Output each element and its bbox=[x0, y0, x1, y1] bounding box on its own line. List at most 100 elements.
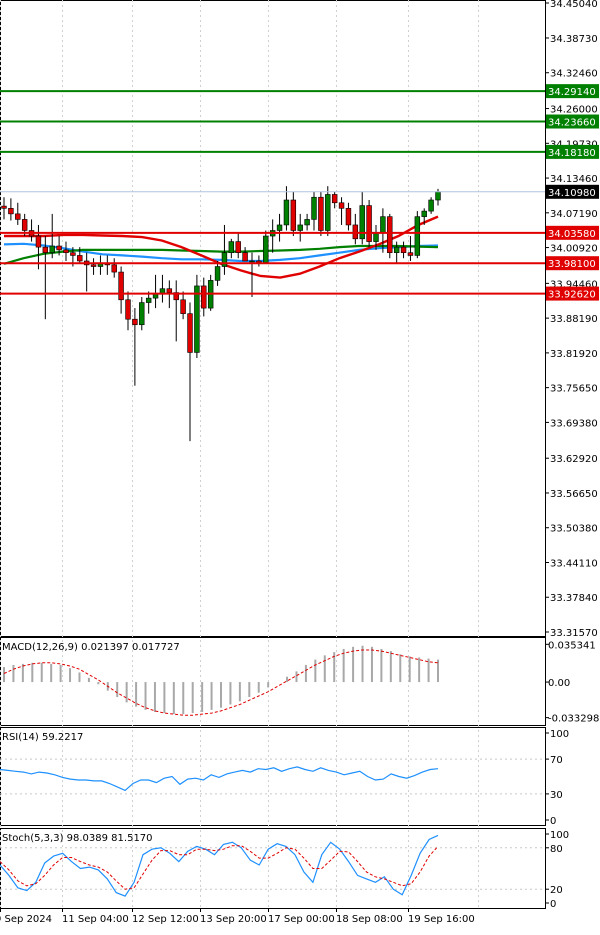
price-tick-label: 34.26000 bbox=[550, 105, 598, 116]
candle-body bbox=[331, 194, 338, 204]
price-tick-label: 33.62920 bbox=[550, 454, 598, 465]
candle-body bbox=[380, 216, 386, 234]
candle-body bbox=[132, 318, 138, 326]
ma-green-line bbox=[3, 244, 439, 265]
x-axis-label: 19 Sep 16:00 bbox=[408, 914, 475, 925]
stoch-tick-label: 0 bbox=[550, 899, 556, 910]
stoch-k-line bbox=[0, 834, 439, 897]
level-price-tag bbox=[546, 114, 599, 129]
candle-body bbox=[304, 219, 310, 226]
price-tick-label: 34.32460 bbox=[550, 69, 598, 80]
level-price-tag bbox=[546, 286, 599, 301]
price-tick-label: 33.31570 bbox=[550, 628, 598, 639]
candle-body bbox=[214, 266, 221, 281]
rsi-tick-label: 30 bbox=[550, 790, 563, 801]
candle-body bbox=[201, 285, 207, 309]
rsi-tick-label: 100 bbox=[550, 729, 569, 740]
macd-tick-label: 0.00 bbox=[548, 678, 570, 689]
price-tick-label: 33.88190 bbox=[550, 314, 598, 325]
level-price-tag bbox=[546, 84, 599, 99]
rsi-tick-label: 0 bbox=[550, 816, 556, 827]
macd-tick-label: 0.035341 bbox=[548, 640, 596, 651]
rsi-title: RSI(14) 59.2217 bbox=[2, 732, 83, 743]
candle-body bbox=[263, 235, 269, 263]
stoch-tick-label: 80 bbox=[550, 844, 563, 855]
candle-body bbox=[180, 299, 186, 314]
stoch-tick-label: 100 bbox=[550, 830, 569, 841]
level-price-label: 34.03580 bbox=[548, 229, 596, 240]
candle-body bbox=[318, 196, 324, 231]
candle-body bbox=[414, 216, 421, 256]
candle-body bbox=[111, 264, 117, 273]
candle-body bbox=[276, 224, 283, 231]
candle-body bbox=[311, 196, 317, 220]
current-price-tag bbox=[546, 184, 599, 199]
price-tick-label: 34.00920 bbox=[550, 244, 598, 255]
candle-body bbox=[407, 252, 414, 256]
current-price-label: 34.10980 bbox=[548, 188, 596, 199]
candle-body bbox=[139, 302, 145, 326]
candle-body bbox=[1, 205, 7, 209]
candle-body bbox=[125, 299, 131, 320]
candle-body bbox=[290, 199, 297, 231]
main-pane-border bbox=[0, 0, 546, 637]
candle-body bbox=[145, 297, 152, 303]
candle-body bbox=[118, 271, 124, 301]
macd-signal-line bbox=[3, 649, 439, 716]
candle-body bbox=[393, 246, 400, 253]
candle-body bbox=[345, 208, 352, 226]
price-tick-label: 33.69380 bbox=[550, 418, 598, 429]
candle-body bbox=[228, 241, 235, 253]
rsi-tick-label: 70 bbox=[550, 755, 563, 766]
candle-body bbox=[242, 252, 248, 262]
x-axis-label: 11 Sep 04:00 bbox=[62, 914, 129, 925]
level-price-label: 34.18180 bbox=[548, 148, 596, 159]
candle-body bbox=[166, 288, 173, 293]
x-axis-label: 13 Sep 20:00 bbox=[200, 914, 267, 925]
price-tick-label: 33.75650 bbox=[550, 384, 598, 395]
candle-body bbox=[63, 249, 69, 253]
x-axis-label: 18 Sep 08:00 bbox=[336, 914, 403, 925]
level-price-tag bbox=[546, 225, 599, 240]
level-price-label: 33.98100 bbox=[548, 259, 596, 270]
candle-body bbox=[56, 245, 62, 251]
candle-body bbox=[366, 205, 372, 242]
stoch-d-line bbox=[0, 845, 439, 890]
candle-body bbox=[35, 235, 42, 248]
price-tick-label: 34.13460 bbox=[550, 174, 598, 185]
candle-body bbox=[235, 241, 241, 253]
x-axis-label: 17 Sep 00:00 bbox=[268, 914, 335, 925]
candle-body bbox=[77, 255, 83, 262]
x-axis-label: 9 Sep 2024 bbox=[0, 914, 52, 925]
price-tick-label: 33.50380 bbox=[550, 524, 598, 535]
candle-body bbox=[338, 202, 345, 209]
level-price-tag bbox=[546, 256, 599, 271]
stoch-pane-border bbox=[0, 828, 546, 909]
stoch-title: Stoch(5,3,3) 98.0389 81.5170 bbox=[2, 833, 153, 844]
candle-body bbox=[21, 219, 28, 231]
candle-body bbox=[373, 232, 379, 242]
candle-body bbox=[90, 264, 97, 267]
macd-tick-label: -0.033298 bbox=[548, 714, 599, 725]
candle-body bbox=[42, 246, 49, 253]
candle-body bbox=[297, 224, 303, 231]
level-price-label: 33.92620 bbox=[548, 290, 596, 301]
ma-red-line bbox=[4, 215, 439, 279]
candle-body bbox=[221, 252, 228, 267]
macd-title: MACD(12,26,9) 0.021397 0.017727 bbox=[2, 642, 180, 653]
candle-body bbox=[359, 205, 365, 240]
price-tick-label: 33.56650 bbox=[550, 489, 598, 500]
price-tick-label: 34.07190 bbox=[550, 209, 598, 220]
candle-body bbox=[400, 246, 407, 253]
candle-body bbox=[187, 313, 193, 353]
price-tick-label: 34.19730 bbox=[550, 139, 598, 150]
candle-body bbox=[49, 245, 55, 253]
candle-body bbox=[15, 213, 21, 220]
candle-body bbox=[194, 285, 200, 353]
candle-body bbox=[70, 252, 76, 256]
price-tick-label: 33.81920 bbox=[550, 349, 598, 360]
level-price-tag bbox=[546, 144, 599, 159]
price-tick-label: 34.45040 bbox=[550, 0, 598, 10]
